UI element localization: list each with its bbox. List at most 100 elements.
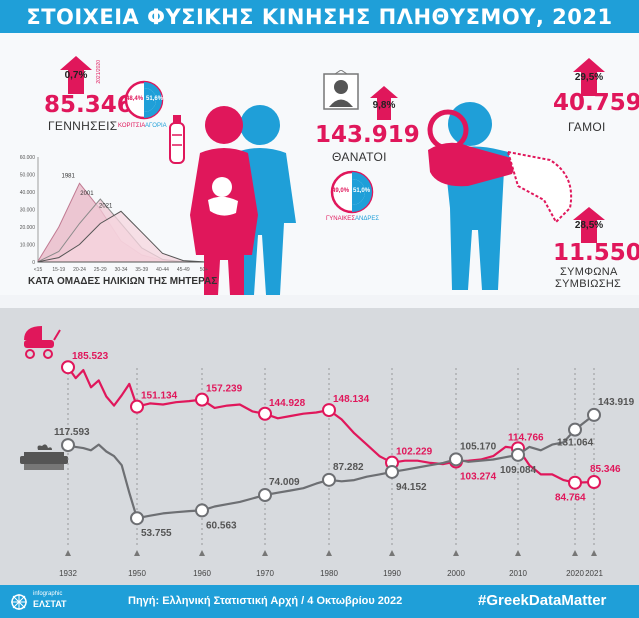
marriages-value: 40.759: [553, 90, 639, 116]
deaths-change: 9,8%: [372, 100, 396, 111]
year-marker: [515, 550, 521, 556]
elstat-logo-icon: [11, 594, 27, 610]
x-tick-label: 25-29: [94, 267, 107, 273]
x-tick-label: 1980: [320, 569, 338, 578]
deaths-data-label: 117.593: [54, 427, 90, 438]
year-marker: [572, 550, 578, 556]
births-change-arrow-icon: [60, 56, 92, 94]
deaths-data-label: 87.282: [333, 462, 364, 473]
births-marker: [130, 399, 144, 414]
deaths-marker: [587, 407, 601, 422]
series-label-1981: 1981: [62, 173, 76, 179]
marriages-label: ΓΑΜΟΙ: [568, 120, 606, 134]
x-tick-label: 40-44: [156, 267, 169, 273]
deaths-label: ΘΑΝΑΤΟΙ: [332, 150, 387, 164]
deaths-women-pct: 49,0%: [332, 188, 350, 194]
births-data-label: 85.346: [590, 464, 621, 475]
x-tick-label: 1932: [59, 569, 77, 578]
births-change-period: 2021/2020: [96, 60, 102, 84]
x-tick-label: 50+: [200, 267, 209, 273]
births-boys-label: ΑΓΟΡΙΑ: [145, 123, 167, 129]
deaths-data-label: 143.919: [598, 397, 635, 408]
deaths-men-label: ΑΝΔΡΕΣ: [355, 216, 380, 222]
x-tick-label: 30-34: [115, 267, 128, 273]
deaths-data-label: 74.009: [269, 477, 300, 488]
family-silhouette-icon: [169, 105, 296, 295]
deaths-data-label: 53.755: [141, 528, 172, 539]
deaths-marker: [258, 488, 272, 503]
deaths-women-label: ΓΥΝΑΙΚΕΣ: [326, 216, 356, 222]
mother-age-chart: 0 10.000 20.000 30.000 40.000 50.000 60.000 <15…: [20, 155, 209, 273]
deaths-gender-donut: [330, 170, 374, 214]
births-gender-donut: [124, 80, 164, 120]
x-tick-label: 15-19: [52, 267, 65, 273]
x-tick-label: 2010: [509, 569, 527, 578]
hashtag: #GreekDataMatter: [478, 592, 607, 609]
marriages-change: 29,5%: [574, 72, 604, 83]
y-tick-label: 0: [32, 260, 35, 266]
logo-text: ΕΛΣΤΑΤ: [33, 599, 67, 609]
page-title: ΣΤΟΙΧΕΙΑ ΦΥΣΙΚΗΣ ΚΙΝΗΣΗΣ ΠΛΗΘΥΣΜΟΥ, 2021: [26, 4, 613, 29]
partnerships-change-arrow-icon: [573, 207, 605, 243]
births-marker: [195, 392, 209, 407]
births-girls-label: ΚΟΡΙΤΣΙΑ: [118, 123, 146, 129]
births-data-label: 144.928: [269, 398, 306, 409]
stroller-icon: [24, 326, 61, 359]
partnerships-value: 11.550: [553, 240, 639, 266]
year-marker: [591, 550, 597, 556]
births-marker: [587, 475, 601, 490]
mother-age-chart-title: ΚΑΤΑ ΟΜΑΔΕΣ ΗΛΙΚΙΩΝ ΤΗΣ ΜΗΤΕΡΑΣ: [28, 276, 218, 287]
births-data-label: 84.764: [555, 493, 586, 504]
y-tick-label: 50.000: [20, 173, 36, 179]
year-marker: [326, 550, 332, 556]
source-text: Πηγή: Ελληνική Στατιστική Αρχή / 4 Οκτωβ…: [128, 595, 403, 607]
y-tick-label: 30.000: [20, 208, 36, 214]
year-marker: [389, 550, 395, 556]
births-data-label: 102.229: [396, 447, 433, 458]
year-marker: [262, 550, 268, 556]
deaths-marker: [195, 503, 209, 518]
births-data-label: 103.274: [460, 471, 497, 482]
deaths-change-arrow-icon: [370, 86, 398, 120]
deaths-marker: [130, 511, 144, 526]
deaths-marker: [568, 422, 582, 437]
footer: infographic ΕΛΣΤΑΤ Πηγή: Ελληνική Στατισ…: [0, 585, 639, 618]
partnerships-change: 28,5%: [574, 220, 604, 231]
deaths-value: 143.919: [315, 122, 420, 148]
series-label-2021: 2021: [99, 203, 113, 209]
coffin-icon: [20, 444, 68, 470]
couple-silhouette-icon: [427, 102, 572, 290]
series-label-2001: 2001: [80, 191, 94, 197]
x-tick-label: 1970: [256, 569, 274, 578]
x-tick-label: 1960: [193, 569, 211, 578]
births-marker: [568, 475, 582, 490]
x-tick-label: 1950: [128, 569, 146, 578]
deaths-marker: [449, 452, 463, 467]
deaths-line: [67, 414, 595, 520]
x-tick-label: 20-24: [73, 267, 86, 273]
deaths-data-label: 109.084: [500, 465, 537, 476]
x-tick-label: 2021: [585, 569, 603, 578]
births-deaths-line-chart: 1932 1950 1960 1970 1980 1990 2000 2010 2020 2021…: [20, 326, 635, 578]
year-marker: [453, 550, 459, 556]
deaths-data-label: 60.563: [206, 520, 237, 531]
deaths-data-label: 131.064: [557, 438, 594, 449]
year-marker: [65, 550, 71, 556]
births-change: 0,7%: [64, 70, 88, 81]
deaths-marker: [322, 472, 336, 487]
births-data-label: 151.134: [141, 391, 178, 402]
x-tick-label: 45-49: [177, 267, 190, 273]
deaths-marker: [511, 447, 525, 462]
portrait-frame-icon: [323, 70, 359, 110]
births-data-label: 157.239: [206, 384, 243, 395]
logo-small-text: infographic: [33, 591, 63, 597]
births-girls-pct: 48,4%: [126, 96, 144, 102]
x-tick-label: 35-39: [135, 267, 148, 273]
births-line: [67, 366, 595, 484]
deaths-data-label: 94.152: [396, 482, 427, 493]
age-area-2021: [37, 210, 205, 263]
marriages-change-arrow-icon: [573, 58, 605, 96]
births-data-label: 114.766: [508, 432, 544, 443]
births-data-label: 185.523: [72, 351, 109, 362]
